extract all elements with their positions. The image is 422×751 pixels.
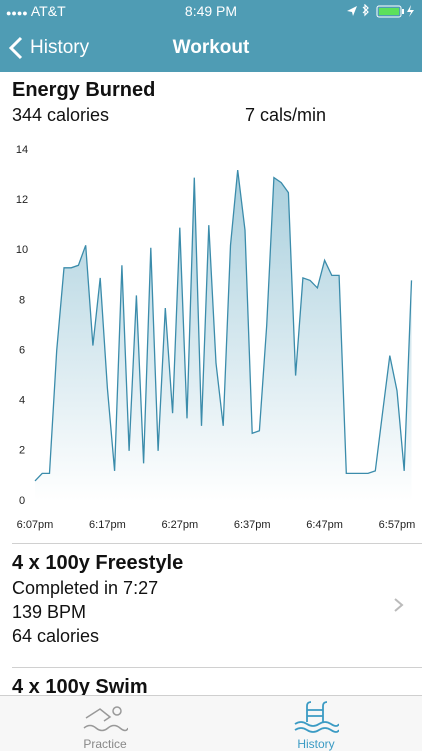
- y-tick-label: 10: [16, 244, 28, 256]
- divider: [12, 543, 422, 544]
- y-tick-label: 2: [19, 445, 25, 457]
- tab-bar: Practice History: [0, 695, 422, 751]
- nav-title: Workout: [172, 37, 250, 58]
- workout-title[interactable]: 4 x 100y Swim: [12, 676, 148, 698]
- workout-detail: Completed in 7:27: [12, 578, 159, 598]
- clock: 8:49 PM: [184, 3, 238, 19]
- workout-detail: 139 BPM: [12, 602, 87, 622]
- back-chevron[interactable]: [8, 36, 24, 60]
- y-tick-label: 0: [19, 495, 25, 507]
- x-tick-label: 6:47pm: [306, 519, 343, 531]
- summary-title: Energy Burned: [12, 79, 156, 101]
- y-tick-label: 12: [16, 194, 28, 206]
- area: [35, 170, 412, 501]
- x-tick-label: 6:07pm: [17, 519, 54, 531]
- carrier: ●●●● AT&T: [6, 3, 66, 19]
- y-tick-label: 4: [19, 395, 25, 407]
- back-button[interactable]: History: [30, 37, 90, 58]
- history-icon[interactable]: [293, 700, 339, 734]
- summary-rate: 7 cals/min: [245, 105, 327, 125]
- y-tick-label: 8: [19, 294, 25, 306]
- divider: [12, 667, 422, 668]
- workout-title[interactable]: 4 x 100y Freestyle: [12, 552, 184, 574]
- header-bar: [0, 0, 422, 72]
- tab-history[interactable]: History: [297, 737, 335, 751]
- x-tick-label: 6:27pm: [161, 519, 198, 531]
- chart: 0 2 4 6 8 10 12 14 6:07pm 6:17pm 6:27pm 6:37pm 6:47p…: [16, 144, 416, 531]
- tab-practice[interactable]: Practice: [83, 737, 127, 751]
- line: [34, 170, 413, 482]
- x-tick-label: 6:57pm: [379, 519, 416, 531]
- summary-calories: 344 calories: [12, 105, 110, 125]
- x-tick-label: 6:37pm: [234, 519, 271, 531]
- practice-icon[interactable]: [82, 701, 128, 735]
- disclosure-chevron[interactable]: [393, 597, 405, 613]
- workout-detail: 64 calories: [12, 626, 100, 646]
- status-icons: [347, 4, 414, 18]
- carrier-text: AT&T: [30, 3, 66, 19]
- y-tick-label: 6: [19, 344, 25, 356]
- x-tick-label: 6:17pm: [89, 519, 126, 531]
- y-tick-label: 14: [16, 144, 28, 156]
